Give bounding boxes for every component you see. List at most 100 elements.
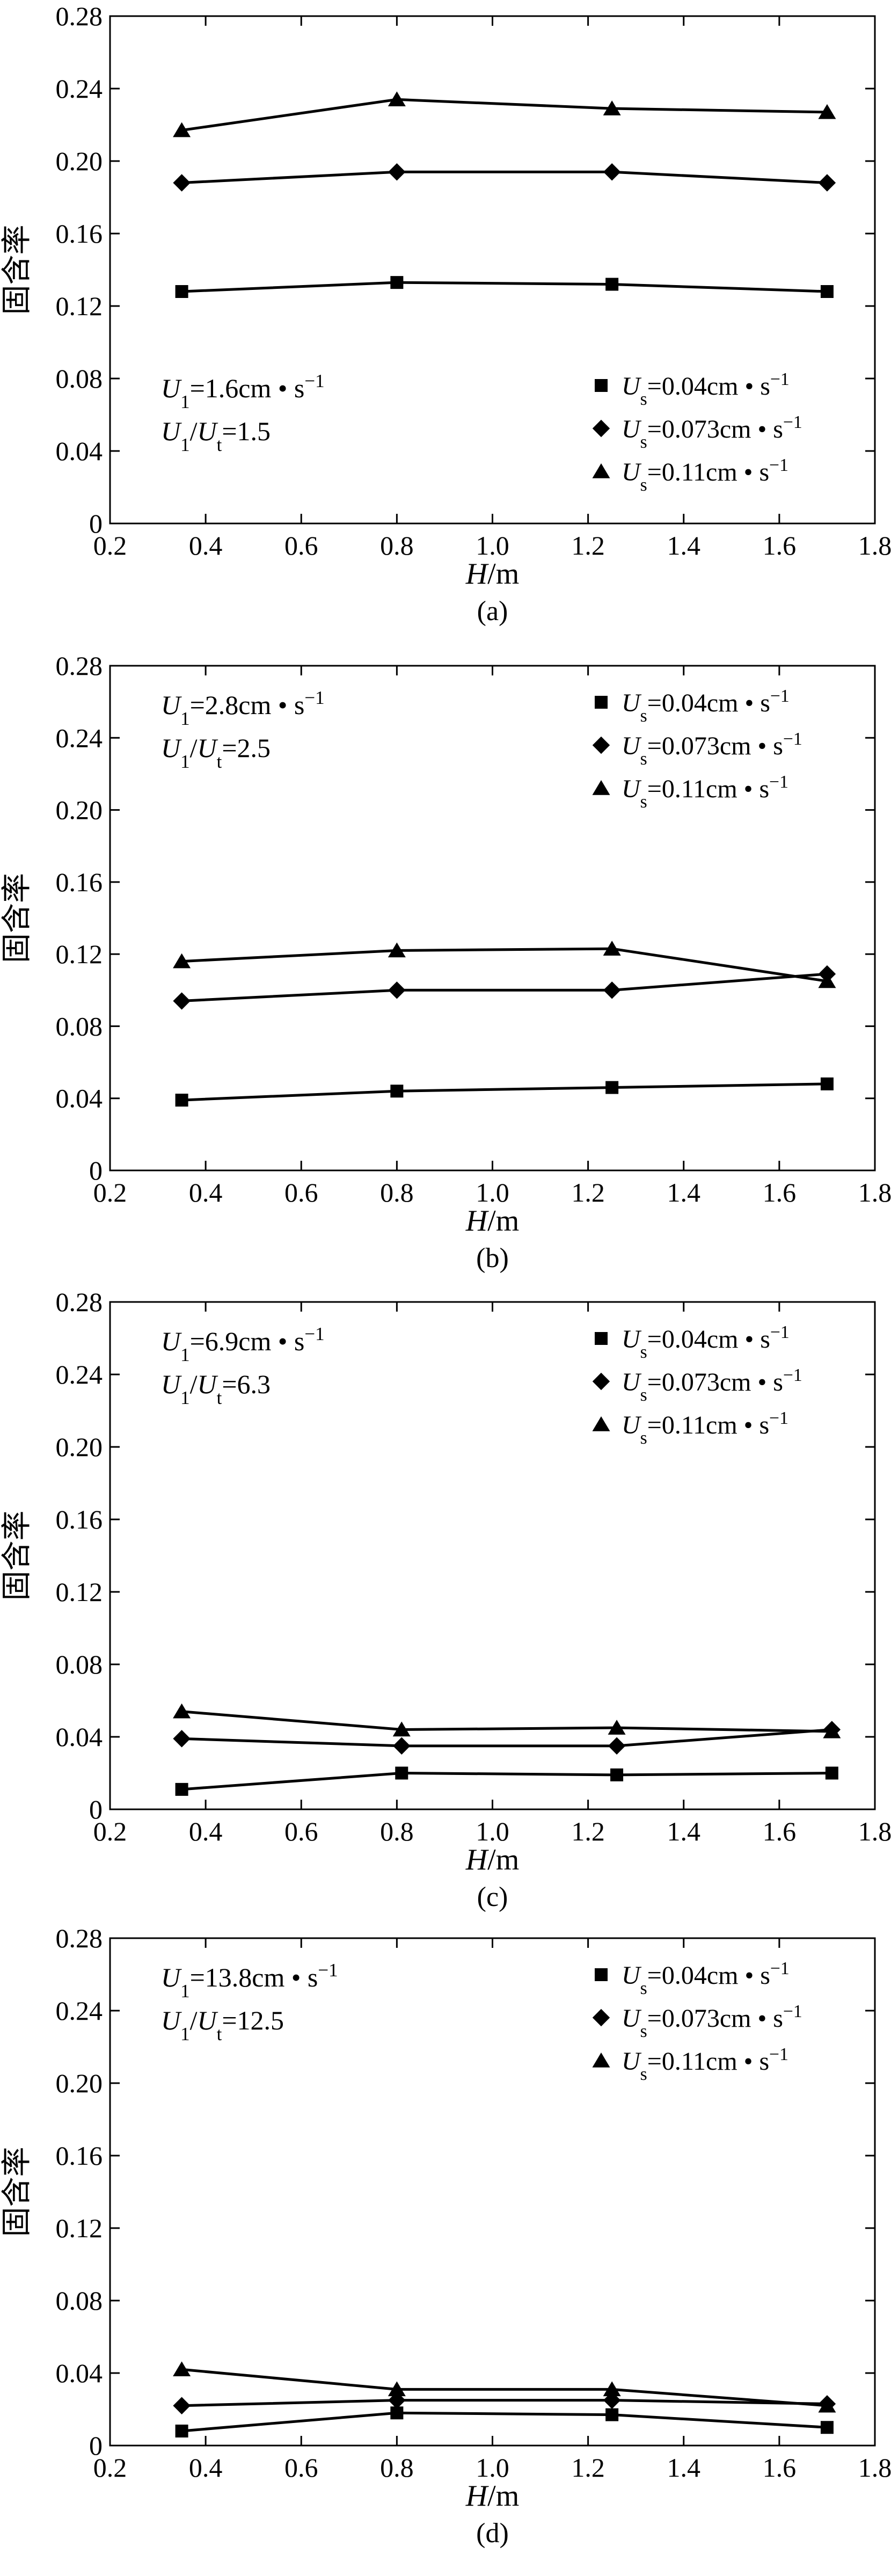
data-point xyxy=(173,174,191,192)
x-tick-label: 0.8 xyxy=(380,530,414,561)
y-axis-label: 固含率 xyxy=(1,2147,34,2237)
y-tick-label: 0.04 xyxy=(56,1722,103,1752)
series-diamond xyxy=(173,163,836,192)
y-tick-label: 0 xyxy=(89,1155,103,1185)
x-tick-label: 1.0 xyxy=(476,530,509,561)
legend-label: Us=0.073cm • s−1 xyxy=(622,2002,802,2041)
chart-panel-d: 0.2 0.4 0.6 0.8 1.0 1.2 1.4 1.6 1.8 0 0.04 0.08 0.12… xyxy=(1,1923,891,2549)
y-tick-label: 0.20 xyxy=(56,2068,103,2098)
legend-label: Us=0.04cm • s−1 xyxy=(622,1959,790,1998)
legend-marker xyxy=(592,736,610,754)
x-tick-label: 0.2 xyxy=(93,1177,127,1207)
x-tick-label: 1.4 xyxy=(667,2453,701,2483)
legend-marker xyxy=(595,696,608,709)
condition-annotation: U1/Ut=2.5 xyxy=(161,733,271,772)
data-point xyxy=(173,1730,191,1748)
y-axis-label: 固含率 xyxy=(1,225,34,315)
data-point xyxy=(388,2381,406,2397)
y-tick-label: 0.16 xyxy=(56,867,103,897)
data-point xyxy=(175,1094,188,1107)
x-tick-label: 1.8 xyxy=(858,1177,891,1207)
x-axis-label: H/m xyxy=(465,1843,520,1876)
data-point xyxy=(608,1720,626,1735)
series-triangle xyxy=(173,2361,836,2413)
legend-marker xyxy=(592,1416,610,1431)
data-point xyxy=(395,1766,408,1780)
x-tick-label: 1.2 xyxy=(571,1177,605,1207)
data-point xyxy=(603,941,621,956)
condition-annotation: U1/Ut=6.3 xyxy=(161,1369,271,1408)
data-point xyxy=(390,276,404,289)
chart-panel-c: 0.2 0.4 0.6 0.8 1.0 1.2 1.4 1.6 1.8 0 0.04 0.08 0.12… xyxy=(1,1287,891,1912)
data-point xyxy=(818,2397,836,2413)
data-point xyxy=(818,973,836,988)
x-tick-label: 1.4 xyxy=(667,1816,701,1846)
plot-frame xyxy=(109,15,876,525)
x-tick-label: 0.8 xyxy=(380,1816,414,1846)
legend-marker xyxy=(595,1968,608,1981)
x-tick-label: 1.4 xyxy=(667,1177,701,1207)
data-point xyxy=(388,981,406,999)
legend-marker xyxy=(592,463,610,478)
series-line xyxy=(181,98,827,132)
x-tick-label: 0.8 xyxy=(380,2453,414,2483)
series-diamond xyxy=(173,965,836,1010)
legend-marker xyxy=(592,2053,610,2068)
condition-annotation: U1=13.8cm • s−1 xyxy=(161,1960,338,2002)
data-point xyxy=(820,285,834,298)
x-tick-label: 1.6 xyxy=(763,1816,797,1846)
data-point xyxy=(820,1077,834,1090)
y-tick-label: 0.08 xyxy=(56,363,103,394)
y-tick-label: 0.12 xyxy=(56,1577,103,1607)
data-point xyxy=(175,2425,188,2437)
data-point xyxy=(818,104,836,119)
y-tick-label: 0.04 xyxy=(56,436,103,466)
y-tick-label: 0.28 xyxy=(56,651,103,681)
y-tick-label: 0.28 xyxy=(56,1923,103,1953)
data-point xyxy=(173,1703,191,1719)
x-tick-label: 1.8 xyxy=(858,530,891,561)
data-point xyxy=(173,122,191,137)
data-point xyxy=(610,1768,624,1781)
series-square xyxy=(175,1077,834,1107)
legend-label: Us=0.073cm • s−1 xyxy=(622,729,802,769)
data-point xyxy=(388,163,406,181)
data-point xyxy=(392,1721,411,1737)
y-tick-label: 0.20 xyxy=(56,1432,103,1462)
legend-marker xyxy=(595,1332,608,1345)
data-point xyxy=(390,1085,404,1098)
series-line xyxy=(181,2399,827,2407)
series-line xyxy=(181,972,828,1002)
y-tick-label: 0 xyxy=(89,508,103,539)
data-point xyxy=(605,1081,619,1094)
y-axis-label: 固含率 xyxy=(1,873,34,963)
y-tick-label: 0.28 xyxy=(56,1287,103,1317)
condition-annotation: U1=1.6cm • s−1 xyxy=(161,370,325,412)
series-line xyxy=(181,947,828,983)
x-axis-label: H/m xyxy=(465,557,520,591)
x-tick-label: 1.6 xyxy=(763,1177,797,1207)
series-square xyxy=(175,2406,834,2437)
panel-caption: (d) xyxy=(476,2518,509,2549)
x-tick-label: 1.6 xyxy=(763,2453,797,2483)
series-line xyxy=(181,2411,828,2433)
x-tick-label: 0.8 xyxy=(380,1177,414,1207)
condition-annotation: U1=2.8cm • s−1 xyxy=(161,687,325,729)
data-point xyxy=(388,91,406,106)
x-tick-label: 1.0 xyxy=(476,2453,509,2483)
legend-marker xyxy=(592,780,610,795)
data-point xyxy=(603,163,621,181)
condition-annotation: U1=6.9cm • s−1 xyxy=(161,1323,325,1365)
x-axis-label: H/m xyxy=(465,2479,520,2513)
y-tick-label: 0.20 xyxy=(56,146,103,176)
legend-label: Us=0.11cm • s−1 xyxy=(622,455,788,495)
chart-panel-b: 0.2 0.4 0.6 0.8 1.0 1.2 1.4 1.6 1.8 0 0.04 0.08 0.12… xyxy=(1,651,891,1274)
y-tick-label: 0.08 xyxy=(56,2286,103,2316)
data-point xyxy=(393,1737,411,1755)
legend-label: Us=0.11cm • s−1 xyxy=(622,2044,788,2084)
y-tick-label: 0.12 xyxy=(56,939,103,969)
data-point xyxy=(388,942,406,958)
data-point xyxy=(605,2408,619,2421)
legend-label: Us=0.04cm • s−1 xyxy=(622,1322,790,1362)
data-point xyxy=(175,1782,188,1796)
